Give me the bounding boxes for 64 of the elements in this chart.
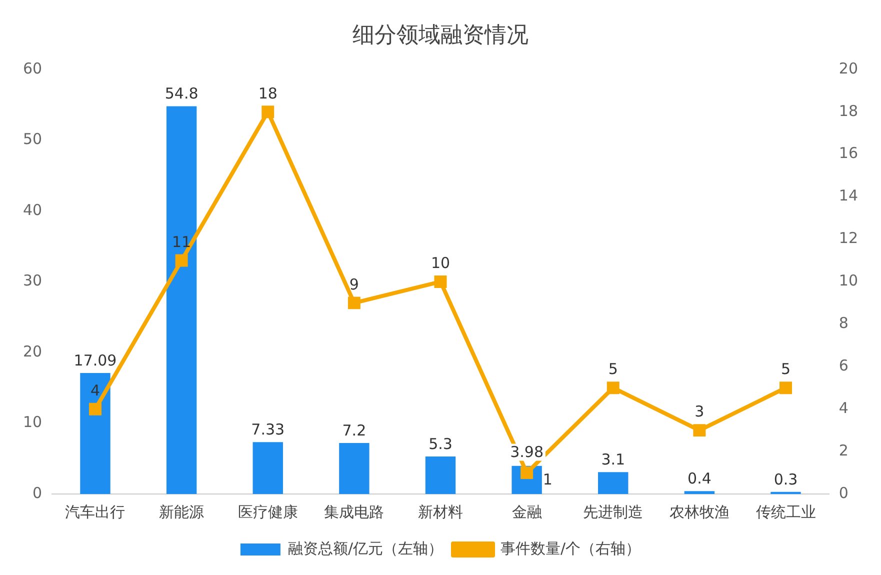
data-label: 0.3 (774, 470, 798, 488)
data-label: 7.33 (251, 420, 285, 439)
point (606, 382, 620, 394)
data-label: 0.4 (688, 470, 712, 488)
data-label: 1 (542, 470, 552, 489)
bar (425, 456, 456, 494)
x-tick-label: 新能源 (159, 502, 204, 521)
y-tick-label: 20 (22, 342, 42, 360)
y2-tick-label: 8 (838, 314, 848, 332)
y2-tick-label: 2 (838, 441, 848, 460)
y-tick-label: 40 (22, 200, 42, 219)
x-tick-label: 先进制造 (583, 502, 644, 521)
data-label: 5 (780, 360, 791, 378)
data-label: 5.3 (428, 434, 452, 453)
data-label: 11 (172, 232, 192, 251)
y2-tick-label: 20 (838, 59, 858, 78)
y-tick-label: 60 (22, 59, 42, 78)
data-label: 54.8 (164, 84, 198, 103)
y2-tick-label: 18 (838, 102, 858, 120)
x-tick-label: 汽车出行 (65, 502, 126, 521)
data-label: 5 (608, 360, 618, 378)
data-label: 10 (430, 254, 450, 272)
y2-tick-label: 4 (838, 398, 848, 417)
data-label: 7.2 (342, 421, 366, 440)
bar (80, 373, 110, 494)
data-label: 18 (258, 84, 278, 102)
y2-tick-label: 14 (838, 186, 858, 205)
y2-tick-label: 16 (838, 144, 858, 162)
legend-label: 融资总额/亿元（左轴） (288, 539, 444, 558)
point (175, 254, 188, 267)
data-label: 3.1 (601, 450, 626, 468)
y-tick-label: 30 (22, 272, 42, 290)
point (262, 106, 274, 118)
bar (339, 443, 370, 494)
y2-tick-label: 10 (838, 272, 858, 290)
point (348, 296, 360, 310)
bar (684, 491, 715, 494)
point (520, 466, 534, 480)
legend-label: 事件数量/个（右轴） (500, 539, 641, 558)
y2-tick-label: 6 (838, 356, 848, 375)
bar (166, 106, 197, 494)
bar (598, 472, 628, 494)
x-tick-label: 集成电路 (324, 502, 384, 521)
data-label: 3 (694, 402, 704, 421)
data-label: 4 (90, 381, 100, 400)
x-tick-label: 医疗健康 (238, 502, 298, 521)
y-tick-label: 0 (32, 484, 42, 502)
point (780, 382, 792, 394)
y-tick-label: 10 (22, 413, 42, 432)
y2-tick-label: 0 (838, 484, 848, 502)
y2-tick-label: 12 (838, 229, 858, 248)
data-label: 17.09 (74, 351, 117, 370)
x-tick-label: 新材料 (418, 502, 463, 521)
data-label: 3.98 (510, 443, 544, 462)
x-tick-label: 传统工业 (756, 502, 816, 521)
point (693, 424, 706, 437)
y-tick-label: 50 (22, 130, 42, 148)
data-label: 9 (349, 275, 359, 294)
chart-title: 细分领域融资情况 (352, 22, 528, 48)
bar (252, 442, 283, 494)
point (434, 275, 447, 288)
point (89, 402, 102, 416)
x-tick-label: 农林牧渔 (669, 502, 730, 521)
x-tick-label: 金融 (512, 502, 542, 521)
